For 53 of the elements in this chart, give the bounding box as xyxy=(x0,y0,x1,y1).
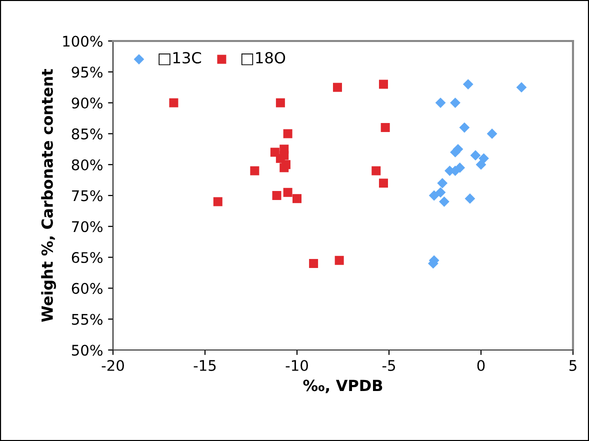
x-tick-label: 0 xyxy=(477,360,485,372)
y-tick-label: 100% xyxy=(63,36,102,47)
x-tick-label: -5 xyxy=(382,360,395,372)
point xyxy=(276,98,285,108)
x-tick-label: 5 xyxy=(569,360,576,372)
legend-label: □18O xyxy=(241,52,286,66)
point xyxy=(169,98,178,108)
y-tick-label: 65% xyxy=(72,252,102,264)
point xyxy=(378,178,388,188)
point xyxy=(459,122,470,133)
point xyxy=(272,191,282,200)
x-axis-title: ‰, VPDB xyxy=(303,380,382,394)
point xyxy=(250,166,260,176)
y-tick-label: 90% xyxy=(72,98,102,109)
x-tick-label: -10 xyxy=(286,360,308,372)
point xyxy=(378,80,388,89)
point xyxy=(292,194,302,204)
y-tick-label: 55% xyxy=(72,314,102,325)
point xyxy=(428,190,440,201)
y-tick-label: 70% xyxy=(72,221,102,232)
y-tick-label: 50% xyxy=(72,344,102,356)
point xyxy=(476,159,486,170)
point xyxy=(516,82,527,93)
point xyxy=(283,188,292,197)
point xyxy=(439,196,450,207)
x-tick-label: -15 xyxy=(194,360,216,372)
point xyxy=(334,256,344,265)
y-tick-label: 60% xyxy=(72,282,102,294)
y-axis-title: Weight %, Carbonate content xyxy=(41,69,56,322)
point xyxy=(462,79,474,90)
point xyxy=(470,150,481,161)
point xyxy=(309,258,318,268)
point xyxy=(454,162,466,173)
y-tick-label: 80% xyxy=(72,159,102,170)
x-tick-label: -20 xyxy=(102,360,124,372)
y-tick-label: 95% xyxy=(72,66,102,78)
point xyxy=(283,129,292,138)
y-tick-label: 75% xyxy=(72,190,102,202)
point xyxy=(332,82,342,92)
point xyxy=(372,166,381,176)
point xyxy=(437,178,448,188)
point xyxy=(464,193,476,204)
point xyxy=(478,153,489,164)
point xyxy=(380,123,390,132)
point xyxy=(280,163,289,172)
point xyxy=(213,197,222,206)
point xyxy=(435,187,446,198)
point xyxy=(452,144,464,154)
point xyxy=(450,98,460,108)
point xyxy=(435,98,446,108)
point xyxy=(486,128,498,139)
legend-label: □13C xyxy=(158,52,202,66)
y-tick-label: 85% xyxy=(72,128,102,140)
